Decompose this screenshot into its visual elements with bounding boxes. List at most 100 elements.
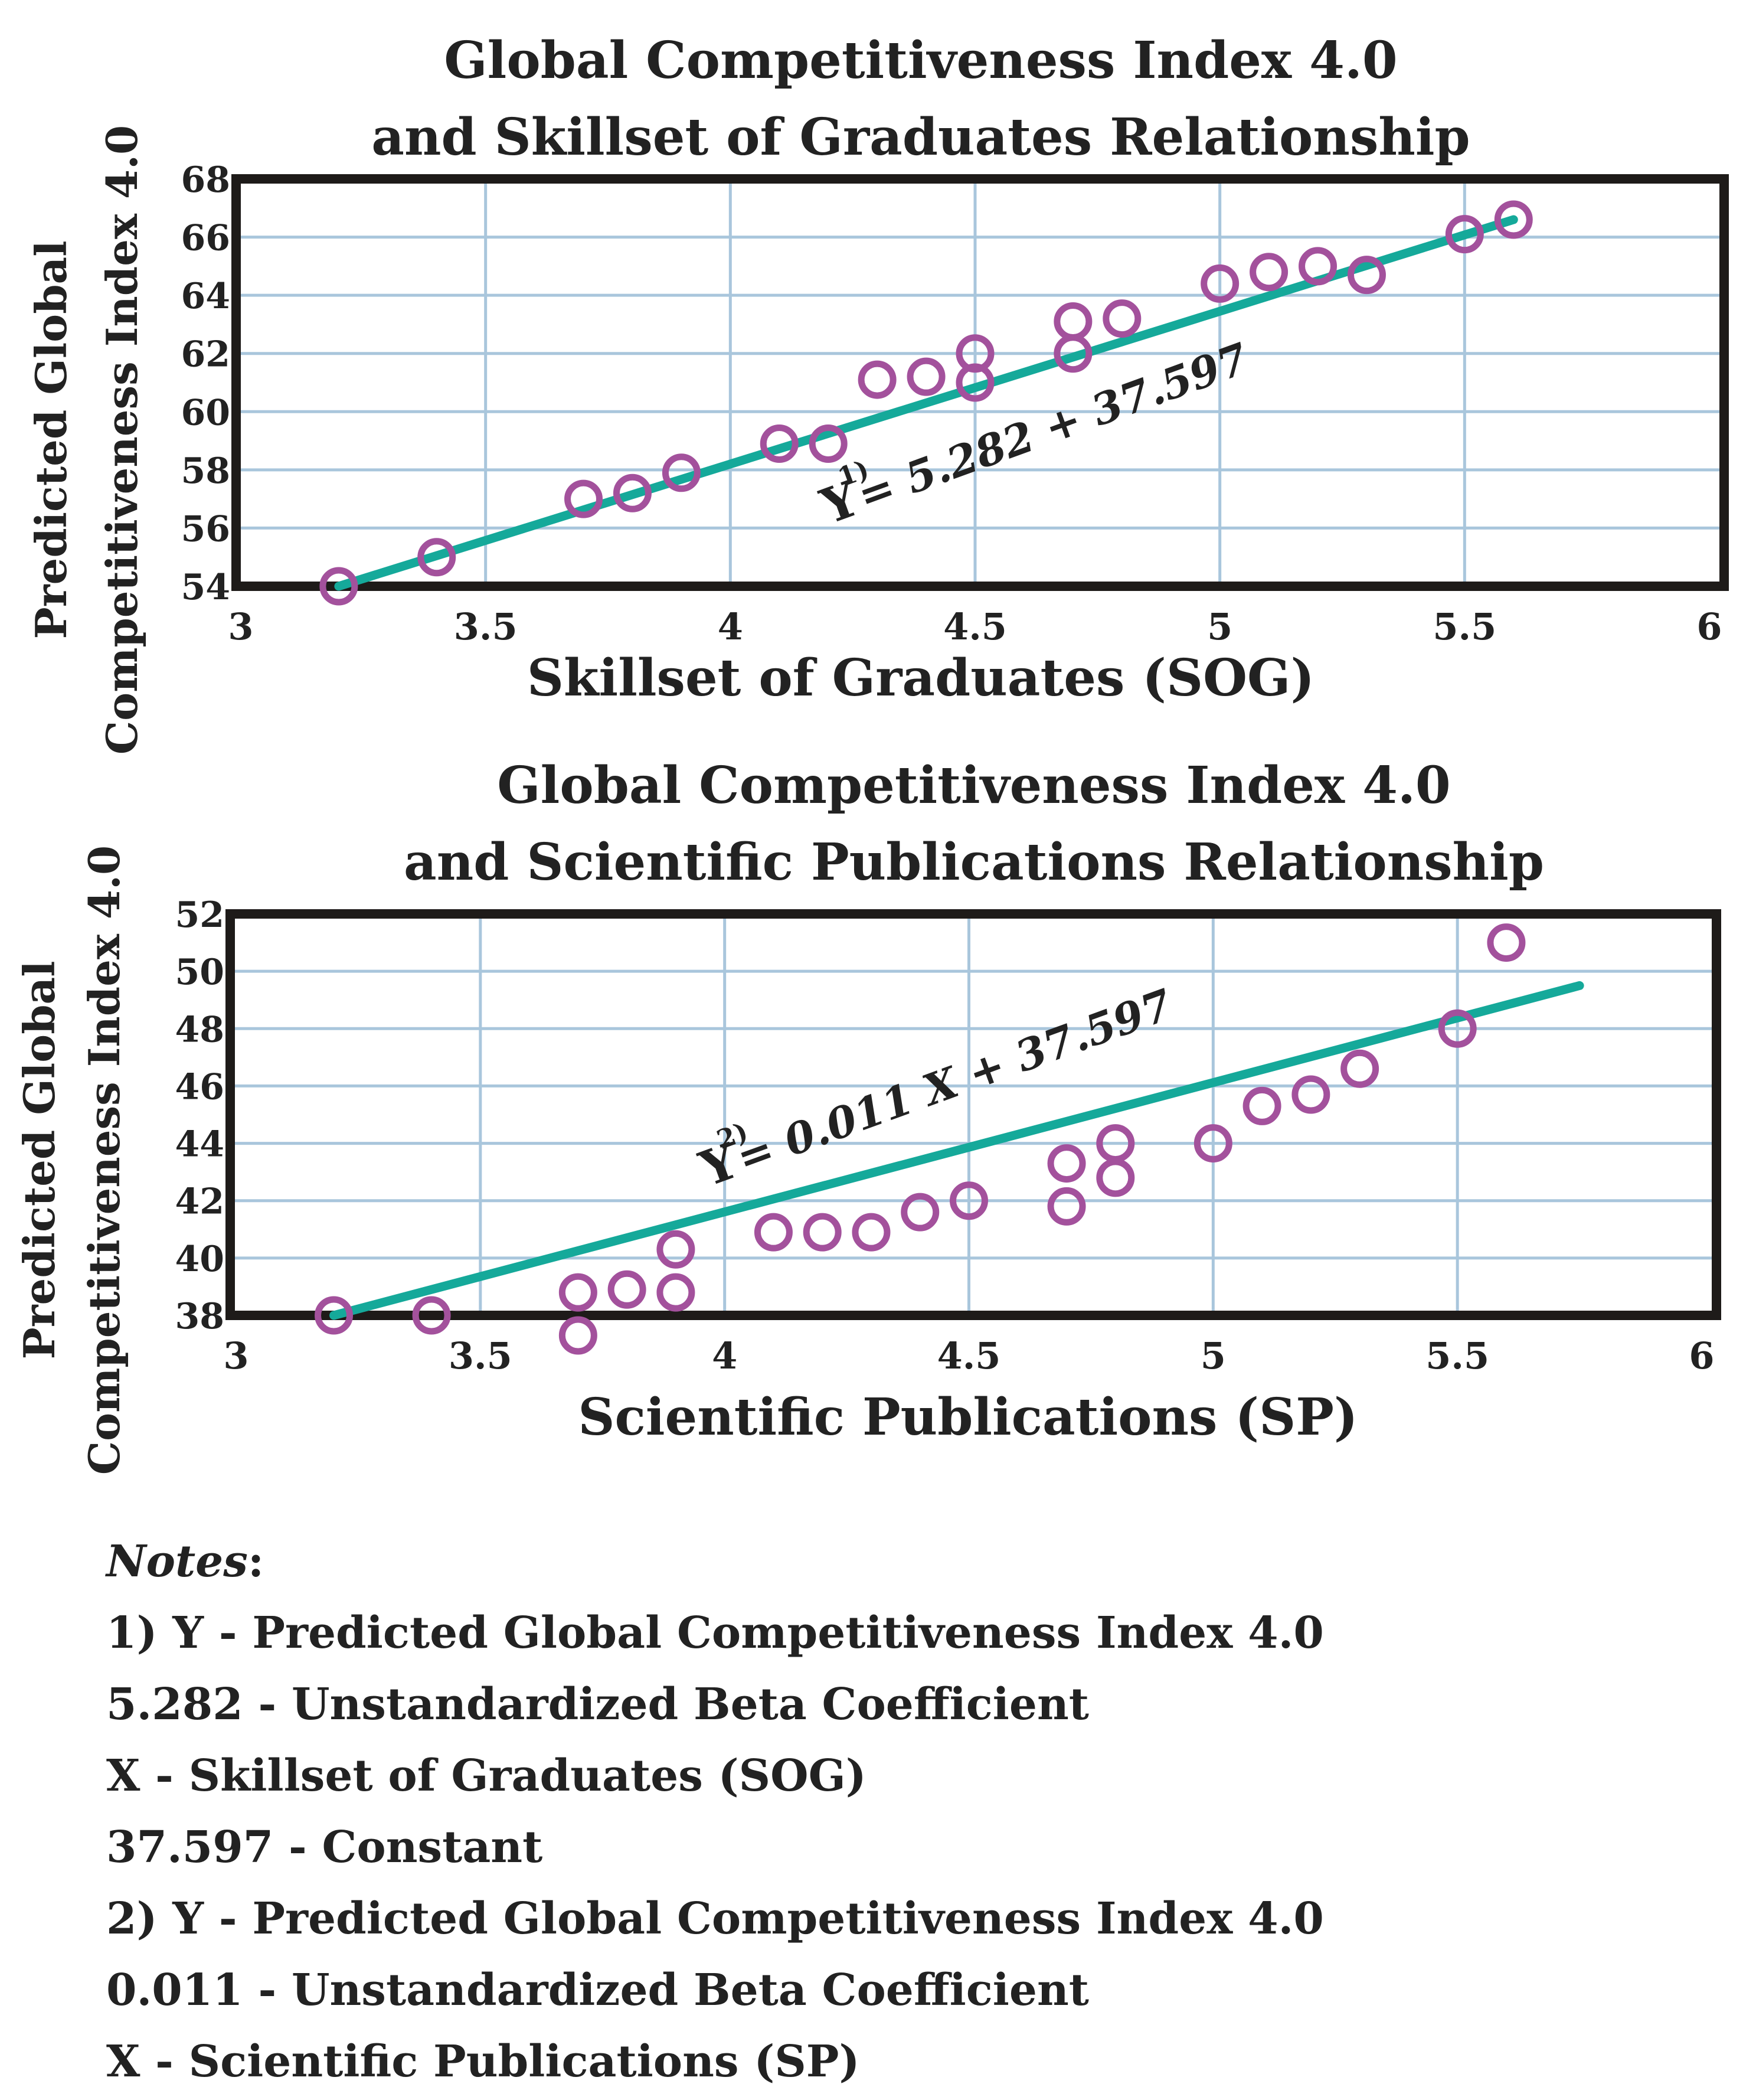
x-tick-label: 3.5	[449, 1334, 512, 1377]
note-line: 0.011 - Unstandardized Beta Coefficient	[106, 1965, 1089, 2016]
x-tick-label: 5.5	[1425, 1334, 1489, 1377]
x-tick-label: 5.5	[1433, 605, 1496, 648]
y-tick-label: 42	[175, 1181, 225, 1223]
chart-title-line: Global Competitiveness Index 4.0	[444, 31, 1398, 90]
plot-frame	[225, 909, 1721, 1320]
y-tick-label: 44	[175, 1124, 225, 1165]
y-tick-label: 58	[181, 450, 231, 492]
y-tick-label: 60	[181, 392, 231, 433]
x-tick-label: 4.5	[943, 605, 1007, 648]
data-point	[315, 1296, 354, 1335]
y-tick-label: 66	[181, 218, 231, 259]
data-point	[760, 424, 799, 463]
data-point	[558, 1273, 597, 1312]
note-line: X - Skillset of Graduates (SOG)	[106, 1750, 866, 1801]
x-tick-label: 3	[223, 1334, 248, 1377]
data-point	[852, 1213, 891, 1252]
data-point	[907, 357, 946, 396]
x-tick-label: 5	[1207, 605, 1232, 648]
data-point	[1201, 264, 1240, 303]
regression-line	[329, 981, 1584, 1320]
data-point	[1438, 1009, 1477, 1048]
x-tick-label: 3	[228, 605, 253, 648]
data-point	[1103, 299, 1142, 338]
chart-sp: Global Competitiveness Index 4.0 and Scie…	[14, 756, 1721, 1475]
data-point	[564, 479, 603, 518]
x-axis-label: Skillset of Graduates (SOG)	[527, 648, 1314, 708]
data-point	[558, 1316, 597, 1355]
data-point	[1054, 334, 1093, 373]
x-axis-label: Scientific Publications (SP)	[578, 1387, 1358, 1447]
note-line: 5.282 - Unstandardized Beta Coefficient	[106, 1679, 1089, 1730]
x-tick-label: 5	[1201, 1334, 1226, 1377]
data-point	[662, 453, 701, 492]
data-point	[613, 473, 652, 512]
plot-frame	[231, 174, 1729, 591]
data-point	[656, 1230, 695, 1269]
data-point	[412, 1296, 451, 1335]
y-tick-label: 56	[181, 508, 231, 550]
note-line: X - Scientific Publications (SP)	[106, 2036, 860, 2087]
note-line: 1) Y - Predicted Global Competitiveness …	[106, 1608, 1324, 1658]
data-point	[1054, 302, 1093, 341]
data-point	[1299, 247, 1338, 286]
chart-sog: Global Competitiveness Index 4.0 and Skil…	[26, 31, 1729, 755]
note-line: 37.597 - Constant	[106, 1822, 543, 1873]
regression-line	[334, 215, 1518, 591]
y-tick-label: 50	[175, 952, 225, 993]
data-point	[803, 1213, 842, 1252]
y-tick-label: 54	[181, 567, 231, 608]
data-point	[950, 1181, 988, 1220]
regression-equation: Y1)= 5.282 + 37.597	[813, 333, 1255, 535]
data-point	[1250, 253, 1289, 292]
x-tick-label: 6	[1689, 1334, 1714, 1377]
data-point	[956, 334, 995, 373]
notes-heading-colon: :	[247, 1536, 264, 1587]
notes-heading-text: Notes	[106, 1536, 248, 1587]
y-tick-label: 40	[175, 1239, 225, 1280]
data-point	[319, 567, 358, 606]
notes-heading: Notes:	[106, 1526, 1324, 1598]
y-axis-label-line: Competitiveness Index 4.0	[79, 845, 129, 1475]
data-point	[1047, 1187, 1086, 1226]
y-tick-label: 48	[175, 1009, 225, 1050]
x-tick-label: 4	[712, 1334, 737, 1377]
data-point	[417, 538, 456, 577]
chart-title-line: and Skillset of Graduates Relationship	[371, 107, 1470, 167]
data-point	[1193, 1124, 1232, 1163]
y-tick-label: 68	[181, 159, 231, 201]
data-point	[656, 1273, 695, 1312]
data-point	[1445, 215, 1484, 254]
data-point	[754, 1213, 793, 1252]
x-tick-label: 3.5	[454, 605, 518, 648]
data-point	[1291, 1075, 1330, 1114]
charts-canvas: Global Competitiveness Index 4.0 and Skil…	[14, 31, 1729, 1475]
chart-title-line: and Scientific Publications Relationship	[404, 832, 1544, 892]
data-point	[607, 1270, 646, 1309]
notes-block: Notes: 1) Y - Predicted Global Competiti…	[106, 1526, 1324, 2098]
data-point	[1047, 1144, 1086, 1183]
x-tick-label: 6	[1696, 605, 1722, 648]
data-point	[809, 424, 848, 463]
note-line: 2) Y - Predicted Global Competitiveness …	[106, 1893, 1324, 1944]
data-point	[1096, 1124, 1135, 1163]
y-axis-label-line: Predicted Global	[26, 240, 76, 639]
data-point	[858, 360, 897, 399]
y-tick-label: 62	[181, 334, 231, 375]
data-point	[1494, 200, 1533, 239]
y-tick-label: 46	[175, 1066, 225, 1108]
y-tick-label: 64	[181, 276, 231, 317]
data-point	[1487, 923, 1526, 962]
y-axis-label-line: Predicted Global	[14, 961, 64, 1359]
chart-title-line: Global Competitiveness Index 4.0	[497, 756, 1451, 815]
x-tick-label: 4	[718, 605, 743, 648]
data-point	[1096, 1158, 1135, 1197]
y-tick-label: 52	[175, 894, 225, 936]
data-point	[1242, 1086, 1281, 1125]
y-axis-label-line: Competitiveness Index 4.0	[97, 125, 147, 755]
x-tick-label: 4.5	[937, 1334, 1001, 1377]
y-tick-label: 38	[175, 1296, 225, 1337]
data-point	[901, 1193, 940, 1232]
data-point	[1340, 1049, 1379, 1088]
data-point	[1347, 256, 1386, 295]
